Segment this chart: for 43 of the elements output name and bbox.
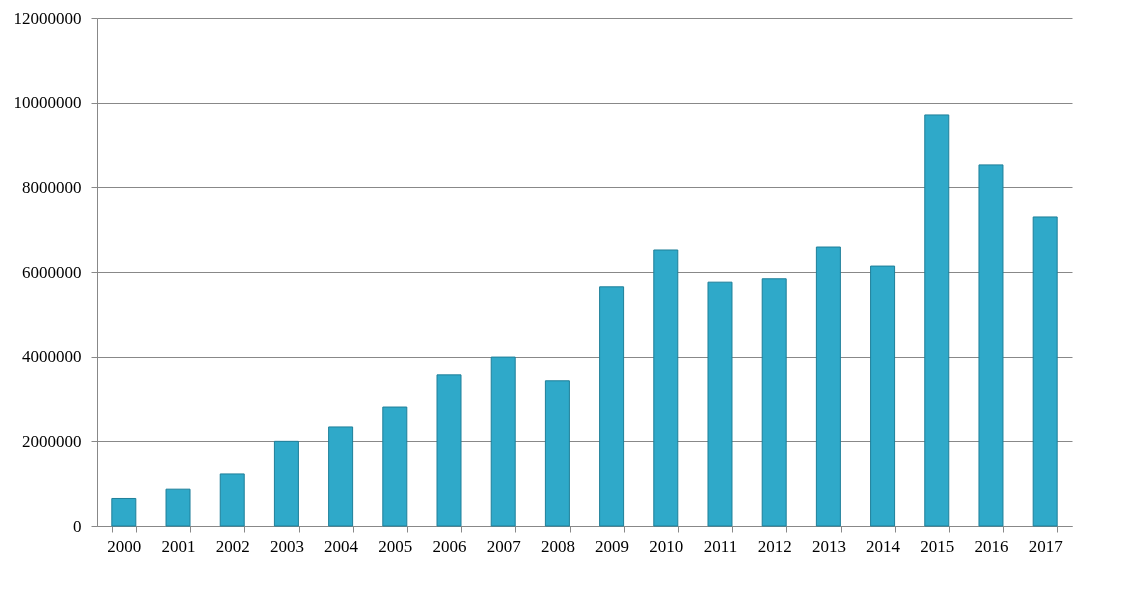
x-tick-label: 2016 xyxy=(974,536,1009,556)
bar xyxy=(328,426,354,527)
bar xyxy=(599,286,625,527)
x-tick-label: 2008 xyxy=(540,536,575,556)
bar xyxy=(219,473,245,527)
x-tick-label: 2007 xyxy=(486,536,522,556)
bar xyxy=(273,440,299,527)
bar xyxy=(436,374,462,527)
x-tick-label: 2013 xyxy=(811,536,846,556)
x-tick-label: 2012 xyxy=(757,536,792,556)
x-tick-label: 2006 xyxy=(432,536,467,556)
y-tick-label: 6000000 xyxy=(22,262,82,282)
y-tick-label: 0 xyxy=(73,516,82,536)
bar xyxy=(707,281,733,527)
x-tick-label: 2004 xyxy=(324,536,359,556)
bar xyxy=(978,164,1004,527)
bar xyxy=(924,114,950,527)
x-tick-label: 2010 xyxy=(649,536,684,556)
y-tick-label: 10000000 xyxy=(13,93,82,113)
x-tick-label: 2005 xyxy=(378,536,413,556)
x-tick-label: 2001 xyxy=(161,536,196,556)
x-tick-label: 2002 xyxy=(215,536,250,556)
bar xyxy=(653,249,679,527)
x-tick-label: 2000 xyxy=(107,536,142,556)
x-tick-label: 2014 xyxy=(866,536,901,556)
bar xyxy=(815,246,841,527)
x-tick-label: 2011 xyxy=(703,536,738,556)
y-tick-label: 2000000 xyxy=(22,431,82,451)
bar xyxy=(761,278,787,527)
x-tick-label: 2017 xyxy=(1028,536,1064,556)
bar xyxy=(490,356,516,527)
bar xyxy=(382,406,408,527)
x-tick-label: 2015 xyxy=(920,536,955,556)
x-tick-label: 2003 xyxy=(269,536,304,556)
bar xyxy=(544,380,570,527)
bar xyxy=(870,265,896,527)
y-tick-label: 4000000 xyxy=(22,347,82,367)
bar xyxy=(111,497,137,527)
bar xyxy=(165,488,191,527)
y-tick-label: 8000000 xyxy=(22,177,82,197)
x-tick-label: 2009 xyxy=(595,536,630,556)
bar xyxy=(1032,216,1058,527)
y-tick-label: 12000000 xyxy=(13,8,82,28)
